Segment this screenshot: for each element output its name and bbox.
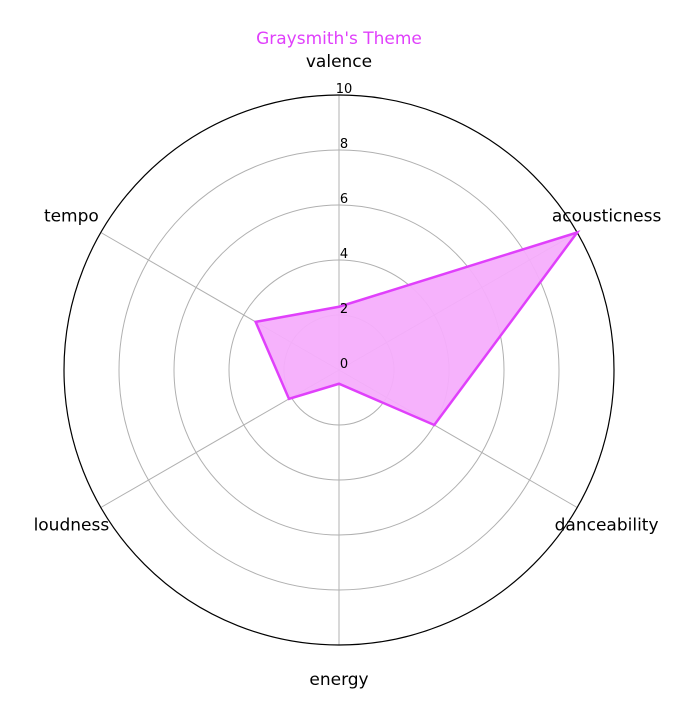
series-polygon (253, 230, 581, 427)
r-tick-label: 6 (340, 192, 348, 207)
outer-frame (63, 94, 615, 646)
r-tick-label: 8 (340, 137, 348, 152)
r-tick-label: 0 (340, 357, 348, 372)
r-tick-label: 4 (340, 247, 348, 262)
r-tick-label: 2 (340, 302, 348, 317)
chart-title: Graysmith's Theme (256, 29, 422, 49)
series-layer (253, 230, 581, 427)
axis-label-danceability: danceability (555, 516, 659, 536)
axis-label-valence: valence (306, 52, 372, 72)
r-tick-label: 10 (336, 82, 353, 97)
axis-label-acousticness: acousticness (552, 207, 662, 227)
axis-label-energy: energy (309, 670, 368, 690)
axis-label-loudness: loudness (34, 516, 110, 536)
axis-labels: 0 2 4 6 8 10 valence acousticness danceability en… (34, 52, 662, 690)
axis-label-tempo: tempo (44, 207, 99, 227)
